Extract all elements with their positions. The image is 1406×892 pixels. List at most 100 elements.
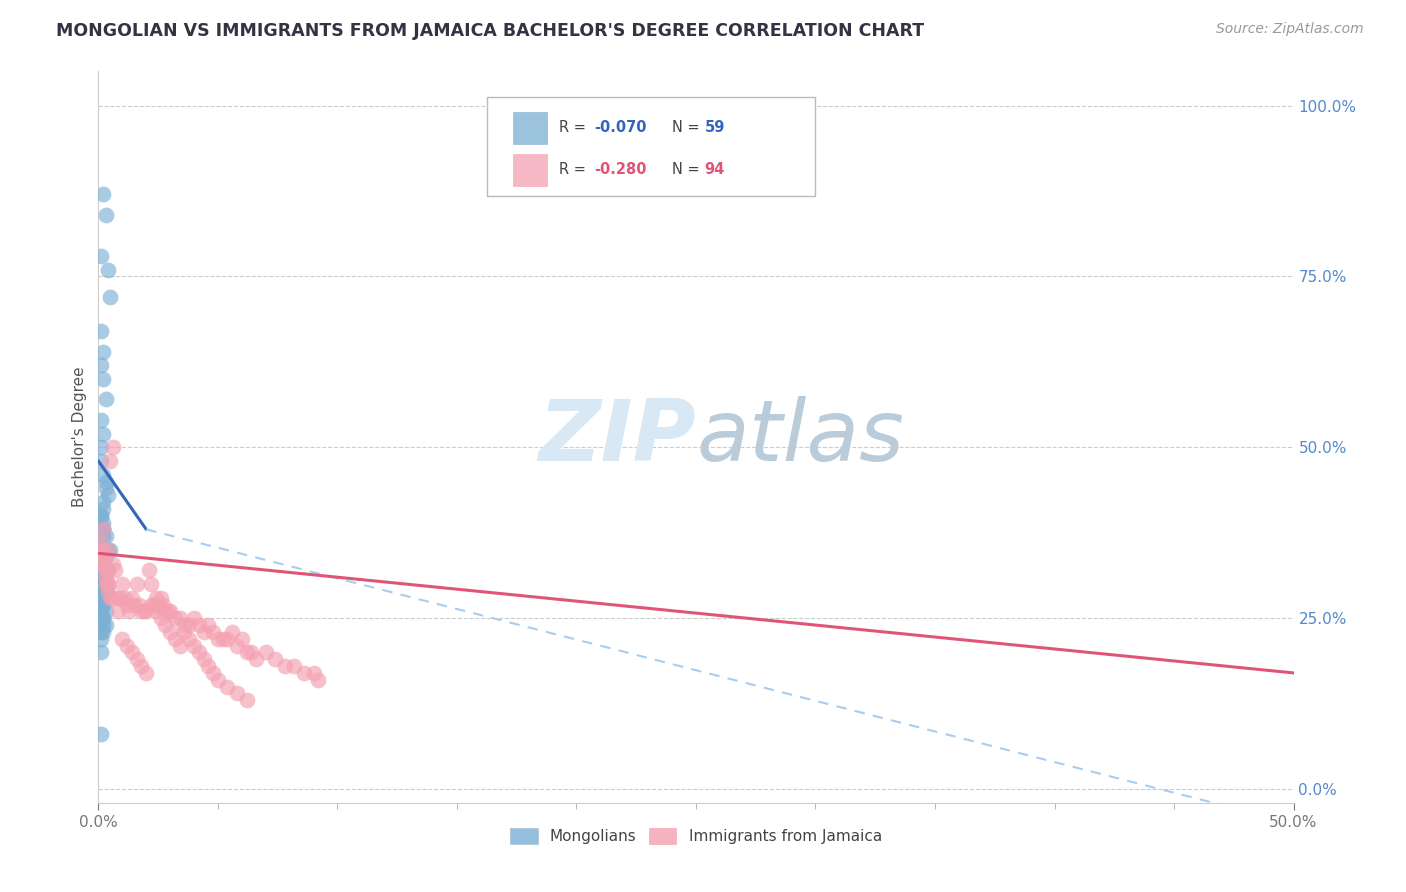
Point	[155, 618, 177, 632]
Point	[111, 577, 134, 591]
Point	[91, 611, 114, 625]
Point	[148, 598, 170, 612]
Point	[90, 727, 112, 741]
Point	[245, 652, 267, 666]
Point	[183, 611, 205, 625]
Point	[90, 440, 112, 454]
Point	[98, 542, 122, 557]
Point	[155, 604, 177, 618]
Point	[94, 481, 117, 495]
Point	[197, 618, 219, 632]
Point	[179, 618, 201, 632]
Point	[91, 563, 114, 577]
Point	[90, 536, 112, 550]
Point	[135, 604, 157, 618]
Point	[94, 583, 117, 598]
Point	[90, 632, 112, 646]
Point	[111, 632, 134, 646]
Text: R =: R =	[558, 162, 591, 178]
Point	[91, 598, 114, 612]
Point	[173, 618, 195, 632]
Point	[211, 632, 233, 646]
Point	[91, 542, 114, 557]
Point	[207, 632, 229, 646]
Point	[91, 598, 114, 612]
Text: N =: N =	[672, 120, 704, 136]
Point	[169, 611, 191, 625]
Point	[91, 577, 114, 591]
Point	[91, 522, 114, 536]
Point	[131, 604, 153, 618]
Point	[90, 536, 112, 550]
Point	[94, 563, 117, 577]
Point	[90, 508, 112, 523]
Point	[235, 693, 257, 707]
Point	[91, 529, 114, 543]
Point	[114, 591, 136, 605]
Point	[183, 639, 205, 653]
Point	[254, 645, 277, 659]
Point	[264, 652, 287, 666]
Point	[104, 563, 127, 577]
Legend: Mongolians, Immigrants from Jamaica: Mongolians, Immigrants from Jamaica	[503, 822, 889, 850]
Text: 94: 94	[704, 162, 724, 178]
Point	[91, 516, 114, 530]
Point	[145, 604, 167, 618]
Y-axis label: Bachelor's Degree: Bachelor's Degree	[72, 367, 87, 508]
Point	[90, 508, 112, 523]
Point	[179, 632, 201, 646]
Text: MONGOLIAN VS IMMIGRANTS FROM JAMAICA BACHELOR'S DEGREE CORRELATION CHART: MONGOLIAN VS IMMIGRANTS FROM JAMAICA BAC…	[56, 22, 924, 40]
Point	[217, 632, 239, 646]
Point	[97, 262, 120, 277]
Point	[307, 673, 329, 687]
Point	[193, 624, 215, 639]
Point	[202, 624, 225, 639]
Point	[226, 639, 249, 653]
Point	[231, 632, 253, 646]
Point	[90, 591, 112, 605]
Point	[90, 454, 112, 468]
Point	[115, 639, 138, 653]
Point	[91, 624, 114, 639]
Point	[94, 392, 117, 407]
Point	[108, 591, 131, 605]
Point	[121, 591, 143, 605]
Point	[115, 598, 138, 612]
Point	[101, 591, 124, 605]
Point	[128, 598, 150, 612]
Text: N =: N =	[672, 162, 704, 178]
Point	[97, 542, 120, 557]
Point	[163, 632, 186, 646]
Point	[125, 652, 148, 666]
Point	[163, 611, 186, 625]
Point	[91, 618, 114, 632]
Point	[159, 604, 181, 618]
Point	[187, 618, 209, 632]
Point	[98, 591, 122, 605]
Point	[97, 583, 120, 598]
Point	[187, 645, 209, 659]
Point	[97, 577, 120, 591]
Point	[101, 557, 124, 571]
Point	[94, 604, 117, 618]
Point	[90, 359, 112, 373]
Point	[193, 652, 215, 666]
Point	[97, 542, 120, 557]
Text: -0.280: -0.280	[595, 162, 647, 178]
Point	[94, 208, 117, 222]
Point	[94, 549, 117, 564]
Point	[107, 604, 129, 618]
Point	[217, 680, 239, 694]
Point	[90, 624, 112, 639]
Point	[94, 563, 117, 577]
Point	[91, 549, 114, 564]
Point	[97, 488, 120, 502]
Text: Source: ZipAtlas.com: Source: ZipAtlas.com	[1216, 22, 1364, 37]
Point	[91, 372, 114, 386]
Text: ZIP: ZIP	[538, 395, 696, 479]
Point	[94, 618, 117, 632]
Point	[91, 577, 114, 591]
Point	[149, 611, 172, 625]
Point	[91, 549, 114, 564]
Point	[283, 659, 305, 673]
